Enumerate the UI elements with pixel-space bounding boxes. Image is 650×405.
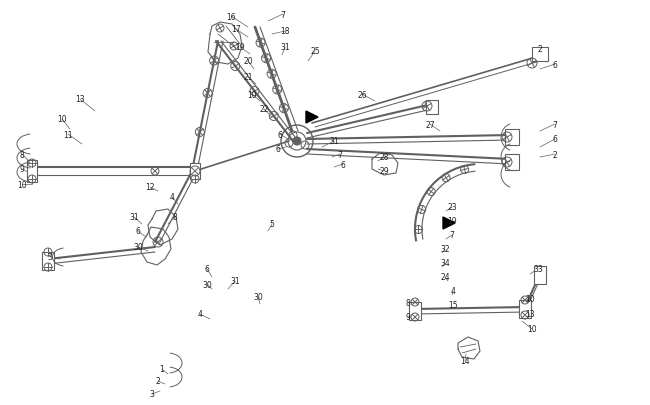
Bar xyxy=(532,48,548,62)
Text: 10: 10 xyxy=(247,90,257,99)
Text: 6: 6 xyxy=(552,135,558,144)
Text: 18: 18 xyxy=(280,28,290,36)
Text: 13: 13 xyxy=(525,310,535,319)
Bar xyxy=(534,266,546,284)
Text: 2: 2 xyxy=(155,377,161,386)
Text: 30: 30 xyxy=(253,293,263,302)
Text: 7: 7 xyxy=(450,231,454,240)
Bar xyxy=(426,101,438,115)
Text: 19: 19 xyxy=(235,43,245,52)
Text: 32: 32 xyxy=(440,245,450,254)
Bar xyxy=(409,302,421,320)
Text: 23: 23 xyxy=(447,203,457,212)
Text: 9: 9 xyxy=(20,165,25,174)
Text: 7: 7 xyxy=(337,150,343,159)
Circle shape xyxy=(293,138,301,146)
Text: 10: 10 xyxy=(17,180,27,189)
Text: 10: 10 xyxy=(527,325,537,334)
Text: 16: 16 xyxy=(226,13,236,21)
Text: 26: 26 xyxy=(358,90,367,99)
Bar xyxy=(190,164,200,179)
Text: 30: 30 xyxy=(133,243,143,252)
Text: 2: 2 xyxy=(538,45,542,54)
Text: 13: 13 xyxy=(75,95,84,104)
Text: 29: 29 xyxy=(379,167,389,176)
Text: 7: 7 xyxy=(552,120,558,129)
Polygon shape xyxy=(443,217,455,230)
Text: 1: 1 xyxy=(160,364,164,373)
Text: 17: 17 xyxy=(231,26,240,34)
Bar xyxy=(42,252,54,270)
Bar xyxy=(519,300,531,318)
Text: 20: 20 xyxy=(243,58,253,66)
Text: 22: 22 xyxy=(259,105,268,114)
Text: 6: 6 xyxy=(341,160,345,169)
Text: 8: 8 xyxy=(173,213,177,222)
Polygon shape xyxy=(306,112,318,124)
Text: 9: 9 xyxy=(406,313,410,322)
Text: 21: 21 xyxy=(243,73,253,82)
Text: 8: 8 xyxy=(406,298,410,307)
Text: 3: 3 xyxy=(150,390,155,399)
Bar xyxy=(27,161,37,183)
Text: 24: 24 xyxy=(440,273,450,282)
Text: 31: 31 xyxy=(280,43,290,52)
Text: 25: 25 xyxy=(310,47,320,56)
Text: 27: 27 xyxy=(425,120,435,129)
Text: 33: 33 xyxy=(533,265,543,274)
Bar xyxy=(505,130,519,146)
Text: 6: 6 xyxy=(278,130,283,139)
Text: 34: 34 xyxy=(440,259,450,268)
Text: 14: 14 xyxy=(460,357,470,366)
Text: 31: 31 xyxy=(230,277,240,286)
Text: 6: 6 xyxy=(136,227,140,236)
Text: 19: 19 xyxy=(447,217,457,226)
Text: 6: 6 xyxy=(205,265,209,274)
Text: 28: 28 xyxy=(379,153,389,162)
Text: 11: 11 xyxy=(63,130,73,139)
Text: 8: 8 xyxy=(20,150,25,159)
Text: 12: 12 xyxy=(145,183,155,192)
Text: 4: 4 xyxy=(170,193,174,202)
Text: 4: 4 xyxy=(450,287,456,296)
Text: 3: 3 xyxy=(47,253,53,262)
Text: 30: 30 xyxy=(202,280,212,289)
Bar xyxy=(505,155,519,171)
Text: 31: 31 xyxy=(129,213,139,222)
Text: 31: 31 xyxy=(329,137,339,146)
Text: 15: 15 xyxy=(448,301,458,310)
Text: 7: 7 xyxy=(281,11,285,19)
Text: 4: 4 xyxy=(198,310,202,319)
Text: 2: 2 xyxy=(552,150,558,159)
Text: 10: 10 xyxy=(525,295,535,304)
Text: 10: 10 xyxy=(57,115,67,124)
Text: 5: 5 xyxy=(270,220,274,229)
Text: 6: 6 xyxy=(276,145,280,154)
Text: 6: 6 xyxy=(552,60,558,69)
